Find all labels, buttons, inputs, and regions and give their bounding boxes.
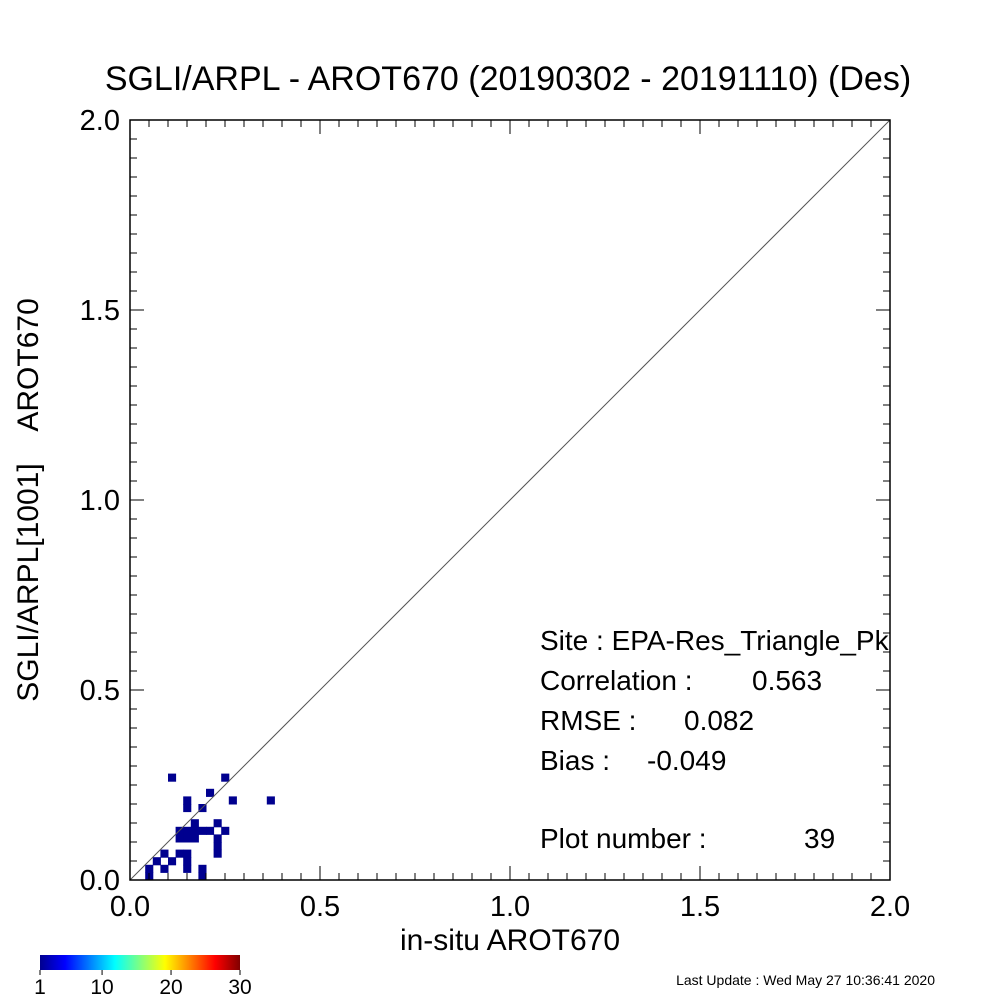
- density-cell: [206, 826, 215, 835]
- density-cell: [221, 826, 230, 835]
- y-tick-label: 2.0: [80, 105, 120, 137]
- colorbar-tick-label: 10: [90, 976, 113, 999]
- rmse-value: 0.082: [684, 705, 754, 736]
- density-cell: [183, 857, 192, 866]
- density-cell: [190, 826, 199, 835]
- y-tick-label: 0.0: [80, 865, 120, 897]
- rmse-label: RMSE :: [540, 705, 636, 736]
- y-tick-labels: 0.0 0.5 1.0 1.5 2.0: [80, 105, 120, 897]
- density-cell: [168, 857, 177, 866]
- x-tick-label: 1.0: [490, 891, 530, 923]
- colorbar-tick-label: 20: [159, 976, 182, 999]
- density-cell: [145, 864, 154, 873]
- y-tick-label: 1.5: [80, 295, 120, 327]
- plot-number-value: 39: [804, 823, 835, 854]
- density-cell: [168, 773, 177, 782]
- colorbar-tick-label: 30: [228, 976, 251, 999]
- density-cell: [198, 864, 207, 873]
- density-cell: [160, 849, 169, 858]
- density-cell: [183, 826, 192, 835]
- stats-panel: Site : EPA-Res_Triangle_Pk Correlation :…: [540, 625, 890, 854]
- one-to-one-line: [129, 119, 891, 881]
- density-cell: [160, 864, 169, 873]
- chart-title: SGLI/ARPL - AROT670 (20190302 - 20191110…: [105, 60, 911, 98]
- density-cell: [198, 872, 207, 881]
- y-tick-label: 0.5: [80, 675, 120, 707]
- y-axis-label: SGLI/ARPL[1001] AROT670: [12, 298, 45, 702]
- x-tick-label: 1.5: [680, 891, 720, 923]
- density-cell: [206, 788, 215, 797]
- x-tick-labels: 0.0 0.5 1.0 1.5 2.0: [110, 891, 910, 923]
- x-tick-label: 2.0: [870, 891, 910, 923]
- density-cell: [221, 773, 230, 782]
- x-axis-label: in-situ AROT670: [400, 924, 620, 957]
- density-cell: [228, 796, 237, 805]
- density-cell: [213, 849, 222, 858]
- density-cell: [198, 826, 207, 835]
- density-cell: [183, 864, 192, 873]
- density-cells: [145, 773, 275, 881]
- correlation-label: Correlation :: [540, 665, 693, 696]
- density-cell: [213, 819, 222, 828]
- density-cell: [213, 834, 222, 843]
- axis-ticks: [129, 119, 891, 881]
- correlation-value: 0.563: [752, 665, 822, 696]
- plot-number-label: Plot number :: [540, 823, 707, 854]
- density-cell: [183, 834, 192, 843]
- x-tick-label: 0.0: [110, 891, 150, 923]
- density-cell: [183, 796, 192, 805]
- site-text: Site : EPA-Res_Triangle_Pk: [540, 625, 890, 656]
- density-cell: [183, 849, 192, 858]
- last-update-text: Last Update : Wed May 27 10:36:41 2020: [676, 972, 935, 988]
- bias-label: Bias :: [540, 745, 610, 776]
- colorbar: [40, 955, 240, 970]
- density-cell: [175, 849, 184, 858]
- y-tick-label: 1.0: [80, 485, 120, 517]
- density-cell: [190, 819, 199, 828]
- bias-value: -0.049: [647, 745, 726, 776]
- density-cell: [213, 842, 222, 851]
- density-cell: [152, 857, 161, 866]
- density-cell: [183, 804, 192, 813]
- density-cell: [190, 834, 199, 843]
- density-cell: [175, 834, 184, 843]
- density-cell: [266, 796, 275, 805]
- colorbar-labels: 1 10 20 30: [34, 970, 252, 999]
- colorbar-tick-label: 1: [34, 976, 46, 999]
- x-tick-label: 0.5: [300, 891, 340, 923]
